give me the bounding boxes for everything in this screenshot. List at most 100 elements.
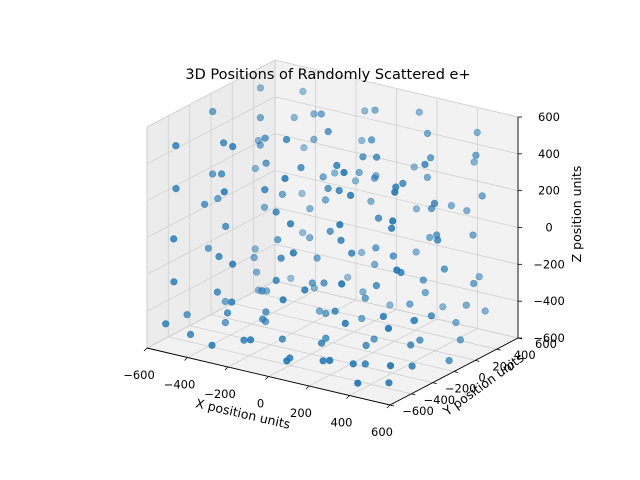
y-tick-label: −200 <box>445 382 477 396</box>
z-tick-label: −600 <box>533 331 565 345</box>
data-point <box>299 87 307 95</box>
data-point <box>319 357 327 365</box>
data-point <box>259 315 267 323</box>
y-tick-mark <box>475 359 480 362</box>
y-tick-label: −400 <box>424 393 456 407</box>
data-point <box>223 309 232 317</box>
data-point <box>472 151 480 159</box>
data-point <box>349 360 357 368</box>
data-point <box>317 110 325 118</box>
data-point <box>278 335 287 343</box>
data-point <box>340 168 348 177</box>
data-point <box>201 200 209 208</box>
data-point <box>229 260 237 268</box>
data-point <box>213 288 221 296</box>
data-point <box>228 298 236 306</box>
data-point <box>322 334 330 342</box>
data-point <box>170 235 178 243</box>
data-point <box>247 336 255 344</box>
data-point <box>281 174 289 183</box>
data-point <box>221 319 229 327</box>
data-point <box>286 220 295 228</box>
data-point <box>386 301 394 309</box>
data-point <box>359 153 367 161</box>
data-point <box>220 188 228 196</box>
z-grid-line <box>146 59 519 128</box>
x-axis-label: X position units <box>194 395 292 431</box>
data-point <box>251 164 259 173</box>
x-tick-label: −600 <box>123 368 155 382</box>
data-point <box>416 336 424 344</box>
data-point <box>399 179 407 187</box>
data-point <box>478 192 486 200</box>
data-point <box>434 236 442 244</box>
data-point <box>215 253 223 261</box>
z-grid-line <box>146 206 519 275</box>
data-point <box>186 330 195 339</box>
data-point <box>274 236 282 244</box>
y-tick-label: 0 <box>478 371 485 385</box>
data-point <box>220 139 228 147</box>
data-point <box>300 144 308 152</box>
data-point <box>347 191 355 199</box>
z-tick-label: −200 <box>533 257 565 271</box>
x-tick-mark <box>265 376 269 380</box>
data-point <box>371 260 379 269</box>
data-point <box>315 307 324 315</box>
data-point <box>250 254 258 262</box>
data-point <box>426 233 434 242</box>
data-point <box>470 279 478 288</box>
data-point <box>258 287 266 295</box>
data-point <box>337 236 345 244</box>
data-point <box>412 248 420 256</box>
data-point <box>172 185 180 193</box>
data-point <box>358 248 366 257</box>
data-point <box>278 190 287 198</box>
data-point <box>183 311 191 319</box>
data-point <box>170 278 178 286</box>
data-point <box>421 289 429 297</box>
data-point <box>209 170 217 178</box>
data-point <box>371 106 379 114</box>
data-point <box>348 249 356 257</box>
x-tick-mark <box>346 395 350 399</box>
data-point <box>419 276 427 284</box>
y-tick-mark <box>496 348 501 351</box>
data-point <box>229 143 237 151</box>
data-point <box>331 169 339 177</box>
y-tick-mark <box>432 382 437 385</box>
data-point <box>256 114 265 122</box>
data-point <box>289 249 298 257</box>
data-point <box>368 136 376 144</box>
data-point <box>351 177 360 185</box>
z-grid-line <box>146 243 519 312</box>
data-point <box>388 224 396 232</box>
data-point <box>370 335 378 343</box>
data-point <box>222 222 230 230</box>
tick-labels: −600−400−2000200400600−600−400−200020040… <box>123 110 565 439</box>
data-point <box>299 229 307 237</box>
data-point <box>406 300 414 308</box>
x-tick-mark <box>305 385 310 390</box>
data-point <box>374 214 383 222</box>
z-tick-label: 0 <box>545 221 552 235</box>
z-grid-line <box>146 133 519 202</box>
data-point <box>204 244 212 252</box>
data-point <box>379 312 388 321</box>
y-tick-mark <box>389 404 395 407</box>
x-tick-mark <box>224 366 229 371</box>
z-tick-label: 600 <box>538 110 560 124</box>
data-point <box>475 273 483 281</box>
data-point <box>310 135 318 143</box>
data-point <box>282 136 291 144</box>
data-point <box>319 173 327 181</box>
data-point <box>456 336 465 344</box>
data-point <box>333 161 341 170</box>
data-point <box>412 205 421 213</box>
data-point <box>367 197 375 205</box>
data-point <box>326 227 334 235</box>
data-point <box>462 301 470 309</box>
data-point <box>277 254 285 262</box>
data-point <box>371 174 379 182</box>
